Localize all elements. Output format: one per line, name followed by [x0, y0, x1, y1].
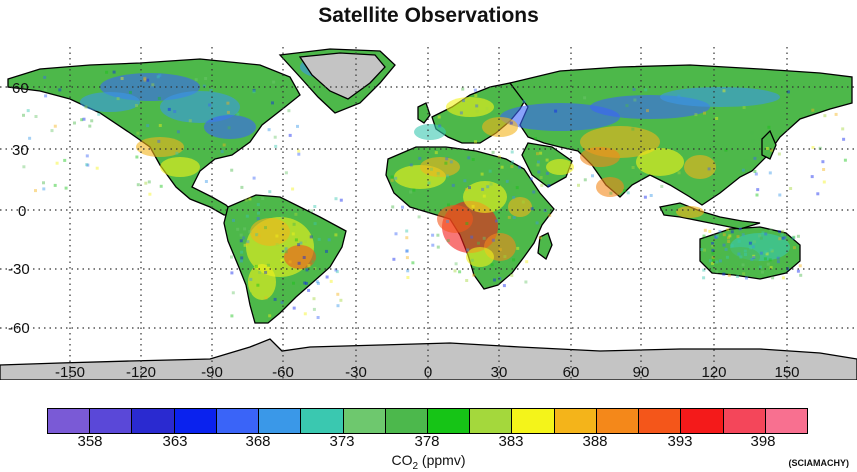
co2-world-map — [0, 47, 857, 380]
co2-patch — [414, 124, 446, 140]
co2-patch — [580, 147, 620, 167]
co2-patch — [446, 97, 494, 117]
colorbar-cell — [512, 409, 555, 433]
colorbar-tick-373: 373 — [329, 433, 355, 450]
colorbar-tick-383: 383 — [498, 433, 524, 450]
colorbar-cell — [470, 409, 513, 433]
lon-label-120: 120 — [701, 364, 727, 381]
colorbar-cell — [174, 409, 217, 433]
lon-label-neg60: -60 — [272, 364, 294, 381]
lat-label-neg30: -30 — [8, 261, 30, 278]
source-label: (SCIAMACHY) — [788, 458, 850, 468]
co2-patch — [636, 148, 684, 176]
colorbar-tick-388: 388 — [582, 433, 608, 450]
co2-patch — [284, 245, 316, 269]
co2-patch — [250, 218, 290, 246]
lon-label-neg120: -120 — [125, 364, 157, 381]
colorbar-cell — [765, 409, 807, 433]
co2-patch — [596, 177, 624, 197]
colorbar-tick-398: 398 — [750, 433, 776, 450]
colorbar-label-main: CO — [391, 452, 413, 468]
co2-speckle-texture — [22, 69, 847, 319]
colorbar-cell — [343, 409, 386, 433]
co2-patch — [660, 87, 780, 107]
antarctica-ice — [0, 338, 857, 380]
colorbar-cell — [48, 409, 91, 433]
continent-madagascar — [537, 232, 553, 261]
lat-label-30: 30 — [12, 142, 29, 159]
co2-patch — [684, 155, 716, 179]
continent-asia — [508, 64, 853, 206]
co2-patch — [500, 103, 620, 131]
lat-label-neg60: -60 — [8, 320, 30, 337]
co2-patch — [720, 247, 760, 267]
co2-patch — [160, 91, 240, 123]
lon-label-neg150: -150 — [54, 364, 86, 381]
colorbar-label-unit: (ppmv) — [418, 452, 466, 468]
colorbar-tick-358: 358 — [77, 433, 103, 450]
lon-label-150: 150 — [774, 364, 800, 381]
colorbar-cell — [596, 409, 640, 433]
colorbar-cell — [216, 409, 260, 433]
colorbar-cell — [385, 409, 428, 433]
lat-label-0: 0 — [18, 203, 27, 220]
lon-label-60: 60 — [562, 364, 580, 381]
map-title: Satellite Observations — [318, 4, 539, 27]
colorbar-cell — [554, 409, 597, 433]
colorbar — [47, 408, 808, 434]
colorbar-cell — [639, 409, 682, 433]
continent-japan — [761, 129, 777, 160]
lat-lon-grid — [0, 47, 857, 380]
colorbar-cell — [427, 409, 471, 433]
co2-patch — [204, 115, 256, 139]
co2-patch — [160, 157, 200, 177]
colorbar-tick-393: 393 — [667, 433, 693, 450]
land-layer — [7, 48, 853, 324]
colorbar-cell — [681, 409, 724, 433]
co2-patch — [482, 117, 518, 137]
co2-patch — [676, 206, 704, 218]
co2-patch — [466, 247, 494, 267]
map-canvas — [0, 47, 857, 380]
continent-uk — [417, 102, 431, 124]
co2-patch — [508, 197, 532, 217]
co2-patch — [437, 205, 473, 233]
co2-patch — [136, 137, 184, 157]
colorbar-cell — [90, 409, 133, 433]
lon-label-0: 0 — [423, 364, 433, 381]
colorbar-cell — [132, 409, 175, 433]
colorbar-tick-368: 368 — [245, 433, 271, 450]
lon-label-30: 30 — [490, 364, 508, 381]
colorbar-cell — [259, 409, 302, 433]
colorbar-tick-363: 363 — [162, 433, 188, 450]
colorbar-cell — [723, 409, 766, 433]
lat-label-60: 60 — [12, 80, 29, 97]
lon-label-neg90: -90 — [201, 364, 223, 381]
co2-patch — [248, 264, 276, 300]
colorbar-label-sub: 2 — [412, 460, 419, 472]
colorbar-cell — [301, 409, 344, 433]
co2-patch — [463, 181, 507, 213]
co2-patch — [546, 159, 574, 175]
colorbar-tick-378: 378 — [414, 433, 440, 450]
co2-patch — [420, 157, 460, 177]
lon-label-90: 90 — [632, 364, 650, 381]
co2-patch — [80, 92, 140, 112]
colorbar-label: CO2 (ppmv) — [0, 452, 857, 472]
lon-label-neg30: -30 — [345, 364, 367, 381]
continent-indonesia — [659, 202, 761, 230]
